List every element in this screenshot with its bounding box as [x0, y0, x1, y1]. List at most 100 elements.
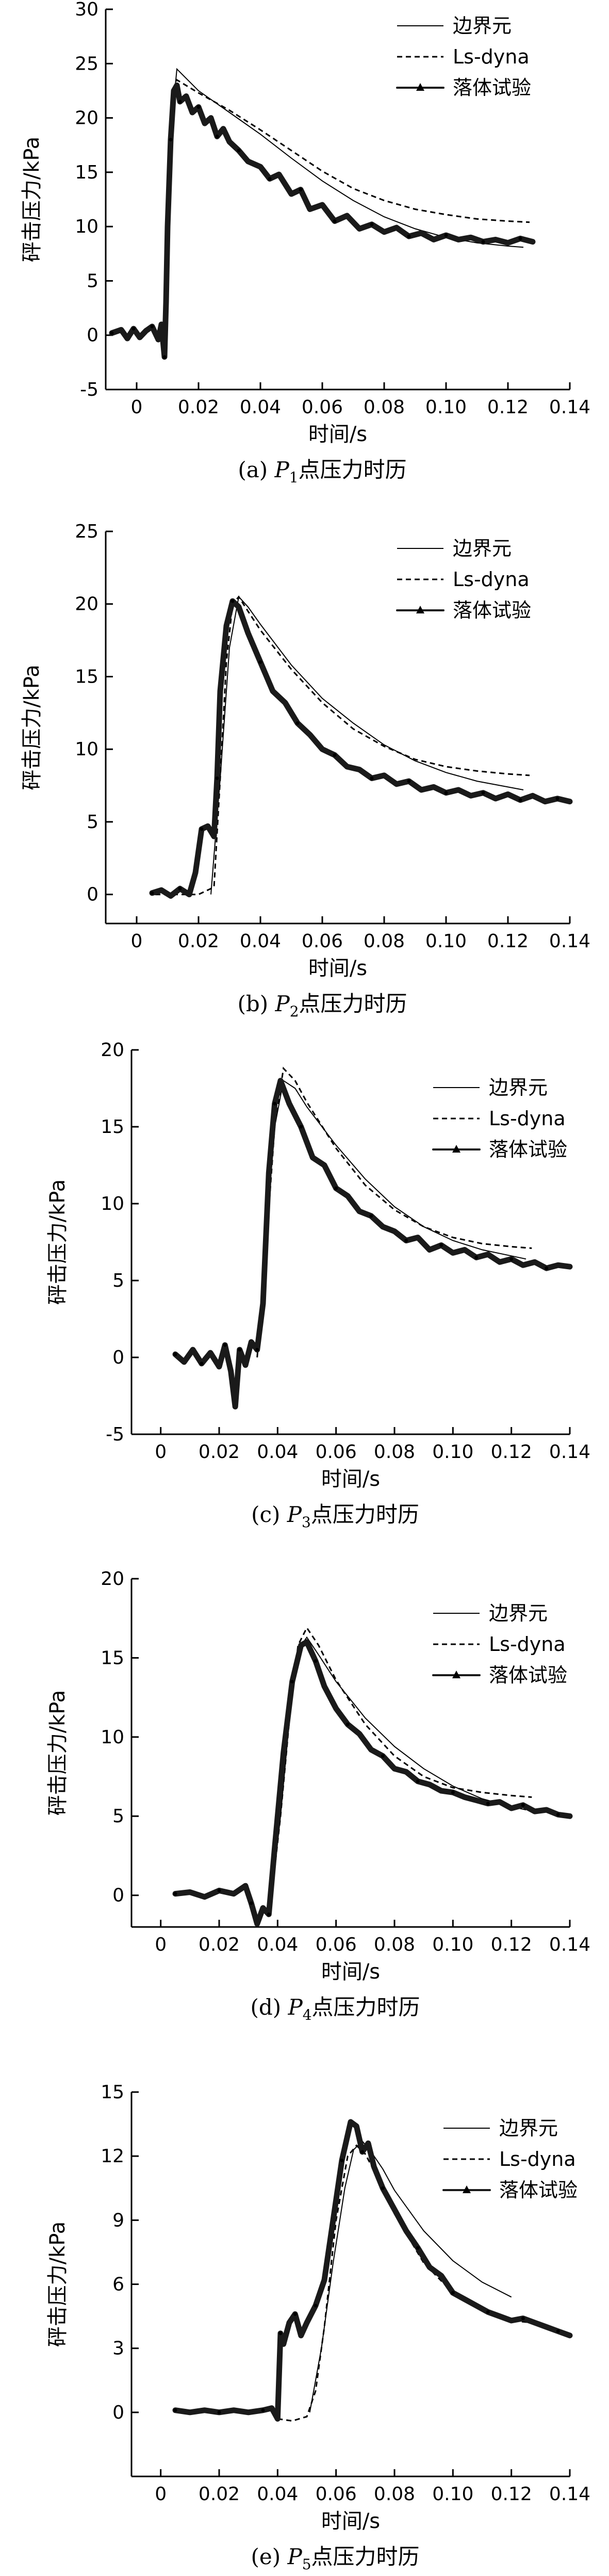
panel-caption: (b) P2点压力时历: [237, 991, 407, 1020]
series-point: [416, 2246, 420, 2250]
legend-label: Ls-dyna: [489, 1633, 566, 1656]
x-tick-label: 0.04: [257, 1441, 298, 1463]
series-point: [173, 1352, 177, 1356]
series-point: [370, 222, 374, 226]
panel-caption: (a) P1点压力时历: [238, 457, 406, 486]
x-tick-label: 0.06: [316, 2484, 357, 2505]
x-tick-label: 0.04: [257, 1934, 298, 1955]
series-point: [314, 1659, 318, 1663]
y-tick-label: 6: [112, 2274, 124, 2295]
series-point: [340, 2158, 344, 2162]
series-point: [150, 891, 154, 895]
series-point: [238, 1348, 242, 1352]
y-tick-label: 25: [75, 521, 98, 542]
y-tick-label: 5: [87, 812, 98, 833]
y-tick-label: 20: [75, 108, 98, 129]
chart-panel: 0 0.02 0.04 0.06 0.08 0.10 0.12 0.14 -5 0 5 10 15 20 时…: [46, 1040, 590, 1531]
legend-label: 落体试验: [453, 76, 531, 99]
series-line: [172, 2119, 573, 2422]
series-point: [521, 1803, 525, 1807]
legend-marker: [452, 1671, 460, 1678]
series-point: [293, 2312, 297, 2316]
series-line: [172, 1639, 573, 1927]
y-tick-label: 0: [112, 1885, 124, 1906]
x-axis-title: 时间/s: [308, 957, 367, 980]
x-tick-label: 0.14: [549, 2484, 590, 2505]
x-tick-label: 0.08: [374, 2484, 415, 2505]
x-tick-label: 0.14: [549, 1934, 590, 1955]
chart-panel: 0 0.02 0.04 0.06 0.08 0.10 0.12 0.14 0 5 10 15 20 25 时…: [20, 521, 590, 1020]
series-point: [481, 240, 485, 244]
series-point: [486, 2310, 490, 2314]
series-point: [444, 791, 448, 795]
series-point: [261, 2408, 265, 2412]
series-point: [334, 1186, 338, 1190]
x-tick-label: 0.12: [487, 397, 529, 418]
series-point: [333, 219, 337, 223]
x-tick-label: 0.10: [432, 2484, 473, 2505]
series-point: [556, 2329, 560, 2334]
series-point: [555, 797, 559, 801]
series-point: [556, 1812, 560, 1817]
x-axis-title: 时间/s: [321, 1960, 380, 1984]
series-point: [223, 1343, 227, 1347]
series-point: [249, 1901, 253, 1905]
series-point: [268, 176, 272, 181]
legend-label: 边界元: [453, 537, 512, 560]
y-tick-label: 20: [101, 1040, 124, 1061]
y-tick-label: 10: [101, 1193, 124, 1214]
series-point: [333, 753, 337, 757]
series-point: [416, 1779, 420, 1784]
series-point: [178, 886, 182, 890]
series-point: [407, 234, 411, 238]
x-tick-label: 0.02: [199, 1441, 240, 1463]
chart-panel: 0 0.02 0.04 0.06 0.08 0.10 0.12 0.14 -5 0 5 10 15 20 2…: [20, 0, 590, 486]
series-point: [290, 1679, 294, 1683]
series-point: [273, 1101, 277, 1106]
x-tick-label: 0: [131, 397, 143, 418]
x-tick-label: 0.14: [549, 931, 590, 952]
legend-label: 边界元: [489, 1602, 548, 1625]
legend-marker: [452, 1145, 460, 1153]
series-point: [451, 2291, 455, 2295]
y-tick-label: 0: [112, 1347, 124, 1368]
series-point: [486, 1802, 490, 1806]
y-tick-label: -5: [80, 379, 98, 400]
x-tick-label: 0.04: [257, 2484, 298, 2505]
series-line: [163, 78, 530, 335]
series-point: [295, 721, 300, 725]
series-point: [474, 1255, 479, 1259]
series-point: [178, 100, 182, 104]
y-tick-label: 10: [101, 1727, 124, 1748]
series-point: [518, 236, 522, 240]
x-axis-title: 时间/s: [321, 1467, 380, 1491]
x-tick-label: 0.12: [491, 1441, 532, 1463]
y-tick-label: 5: [112, 1806, 124, 1827]
y-tick-label: 3: [112, 2338, 124, 2359]
x-axis-title: 时间/s: [321, 2509, 380, 2533]
x-axis-title: 时间/s: [308, 423, 367, 446]
series-line: [210, 595, 524, 895]
series-point: [444, 233, 448, 237]
x-tick-label: 0.10: [432, 1934, 473, 1955]
series-point: [451, 1790, 455, 1794]
x-tick-label: 0.10: [425, 931, 467, 952]
legend: 边界元 Ls-dyna 落体试验: [432, 1602, 567, 1687]
legend: 边界元 Ls-dyna 落体试验: [432, 1076, 567, 1161]
y-tick-label: 0: [87, 325, 98, 346]
x-tick-label: 0: [155, 2484, 167, 2505]
series-line: [271, 1636, 526, 1895]
series-point: [173, 1892, 177, 1896]
series-point: [360, 2150, 365, 2154]
x-tick-label: 0.08: [374, 1441, 415, 1463]
y-tick-label: 20: [101, 1568, 124, 1590]
y-tick-label: 9: [112, 2210, 124, 2231]
x-tick-label: 0.02: [178, 397, 219, 418]
legend-label: 边界元: [499, 2117, 558, 2140]
x-tick-label: 0: [131, 931, 143, 952]
legend: 边界元 Ls-dyna 落体试验: [442, 2117, 578, 2201]
series-line: [155, 595, 530, 896]
series-point: [131, 327, 136, 331]
y-tick-label: 15: [101, 1116, 124, 1138]
